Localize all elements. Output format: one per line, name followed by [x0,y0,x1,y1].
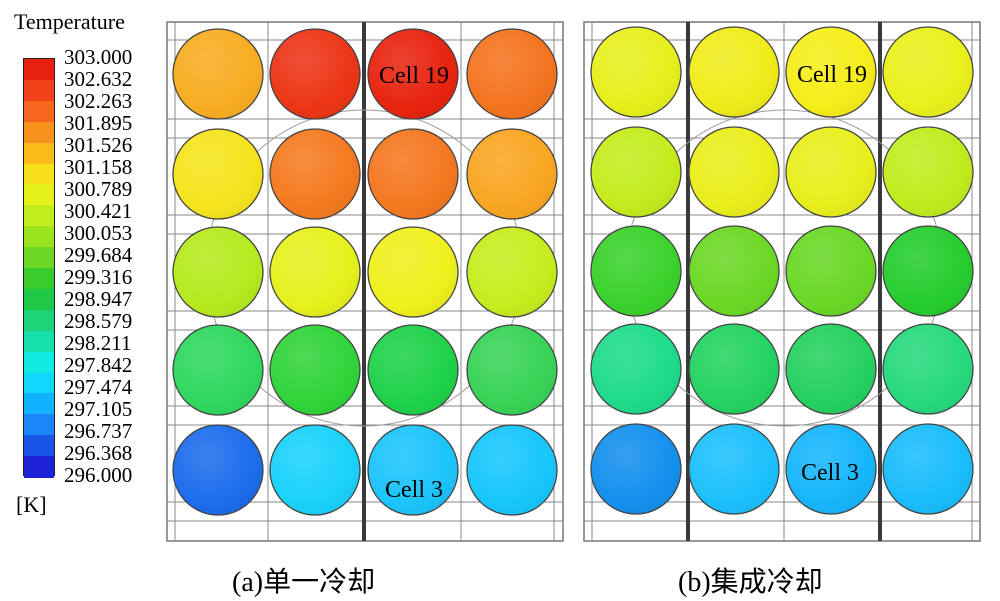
legend-tick-label: 301.526 [64,133,133,157]
legend-swatch [24,309,54,332]
cell-label: Cell 3 [801,460,859,486]
legend-swatch [24,121,54,144]
legend-swatch [24,59,54,81]
legend-swatch [24,393,54,415]
battery-cell [688,26,780,118]
legend-tick-label: 296.368 [64,441,133,465]
battery-cell [269,226,361,318]
legend-tick-label: 296.000 [64,463,133,487]
battery-cell [367,226,459,318]
battery-cell [590,26,682,118]
battery-cell [785,126,877,218]
legend-tick-label: 302.263 [64,89,133,113]
legend-tick-label: 298.211 [64,331,132,355]
legend-swatch [24,435,54,457]
battery-cell [688,126,780,218]
legend-tick-label: 301.158 [64,155,133,179]
legend-swatch [24,205,54,227]
battery-cell [466,28,558,120]
legend-swatch [24,142,54,165]
battery-cell [466,128,558,220]
legend-tick-label: 297.842 [64,353,133,377]
legend-tick-label: 298.579 [64,309,133,333]
caption-b: (b)集成冷却 [678,567,823,598]
cooling-channel [878,22,882,541]
battery-cell [172,128,264,220]
legend-swatch [24,351,54,374]
legend-tick-label: 299.316 [64,265,133,289]
battery-cell [466,424,558,516]
legend-tick-label: 297.105 [64,397,133,421]
battery-cell [172,226,264,318]
battery-cell [367,28,459,120]
legend-tick-label: 296.737 [64,419,133,443]
legend-tick-label: 300.789 [64,177,133,201]
legend-tick-label: 297.474 [64,375,133,399]
legend-swatch [24,226,54,248]
battery-cell [172,324,264,416]
battery-cell [590,323,682,415]
battery-cell [172,424,264,516]
battery-cell [882,126,974,218]
cooling-channel [362,22,366,541]
battery-cell [590,126,682,218]
battery-cell [688,225,780,317]
battery-cell [882,26,974,118]
battery-cell [882,225,974,317]
cell-label: Cell 3 [385,477,443,503]
pack-outline [583,21,981,542]
caption-a: (a)单一冷却 [232,567,376,598]
legend-swatch [24,100,54,123]
battery-cell [466,324,558,416]
legend-title: Temperature [14,9,125,34]
battery-cell [269,128,361,220]
battery-cell [882,323,974,415]
legend-swatch [24,456,54,478]
legend-tick-label: 300.421 [64,199,133,223]
legend-swatch [24,163,54,185]
legend-swatch [24,184,54,206]
legend-tick-label: 298.947 [64,287,133,311]
battery-cell [367,424,459,516]
legend-swatch [24,79,54,102]
battery-cell [367,324,459,416]
legend-tick-label: 301.895 [64,111,133,135]
legend-swatch [24,268,54,290]
legend-unit: [K] [16,492,47,517]
legend-tick-label: 299.684 [64,243,133,267]
cell-label: Cell 19 [797,62,867,88]
battery-cell [785,423,877,515]
battery-cell [688,323,780,415]
legend-swatch [24,372,54,394]
legend-swatch [24,288,54,311]
cell-label: Cell 19 [379,63,449,89]
battery-cell [269,28,361,120]
legend-color-bar [23,58,55,478]
battery-cell [269,324,361,416]
legend-swatch [24,414,54,436]
battery-cell [590,225,682,317]
battery-cell [785,225,877,317]
battery-cell [172,28,264,120]
cooling-channel [686,22,690,541]
battery-cell [590,423,682,515]
battery-cell [882,423,974,515]
battery-cell [785,323,877,415]
legend-tick-label: 303.000 [64,45,133,69]
battery-cell [785,26,877,118]
legend-tick-label: 302.632 [64,67,133,91]
legend-swatch [24,330,54,353]
battery-cell [466,226,558,318]
battery-cell [269,424,361,516]
battery-cell [688,423,780,515]
legend-swatch [24,247,54,269]
legend-tick-label: 300.053 [64,221,133,245]
battery-cell [367,128,459,220]
